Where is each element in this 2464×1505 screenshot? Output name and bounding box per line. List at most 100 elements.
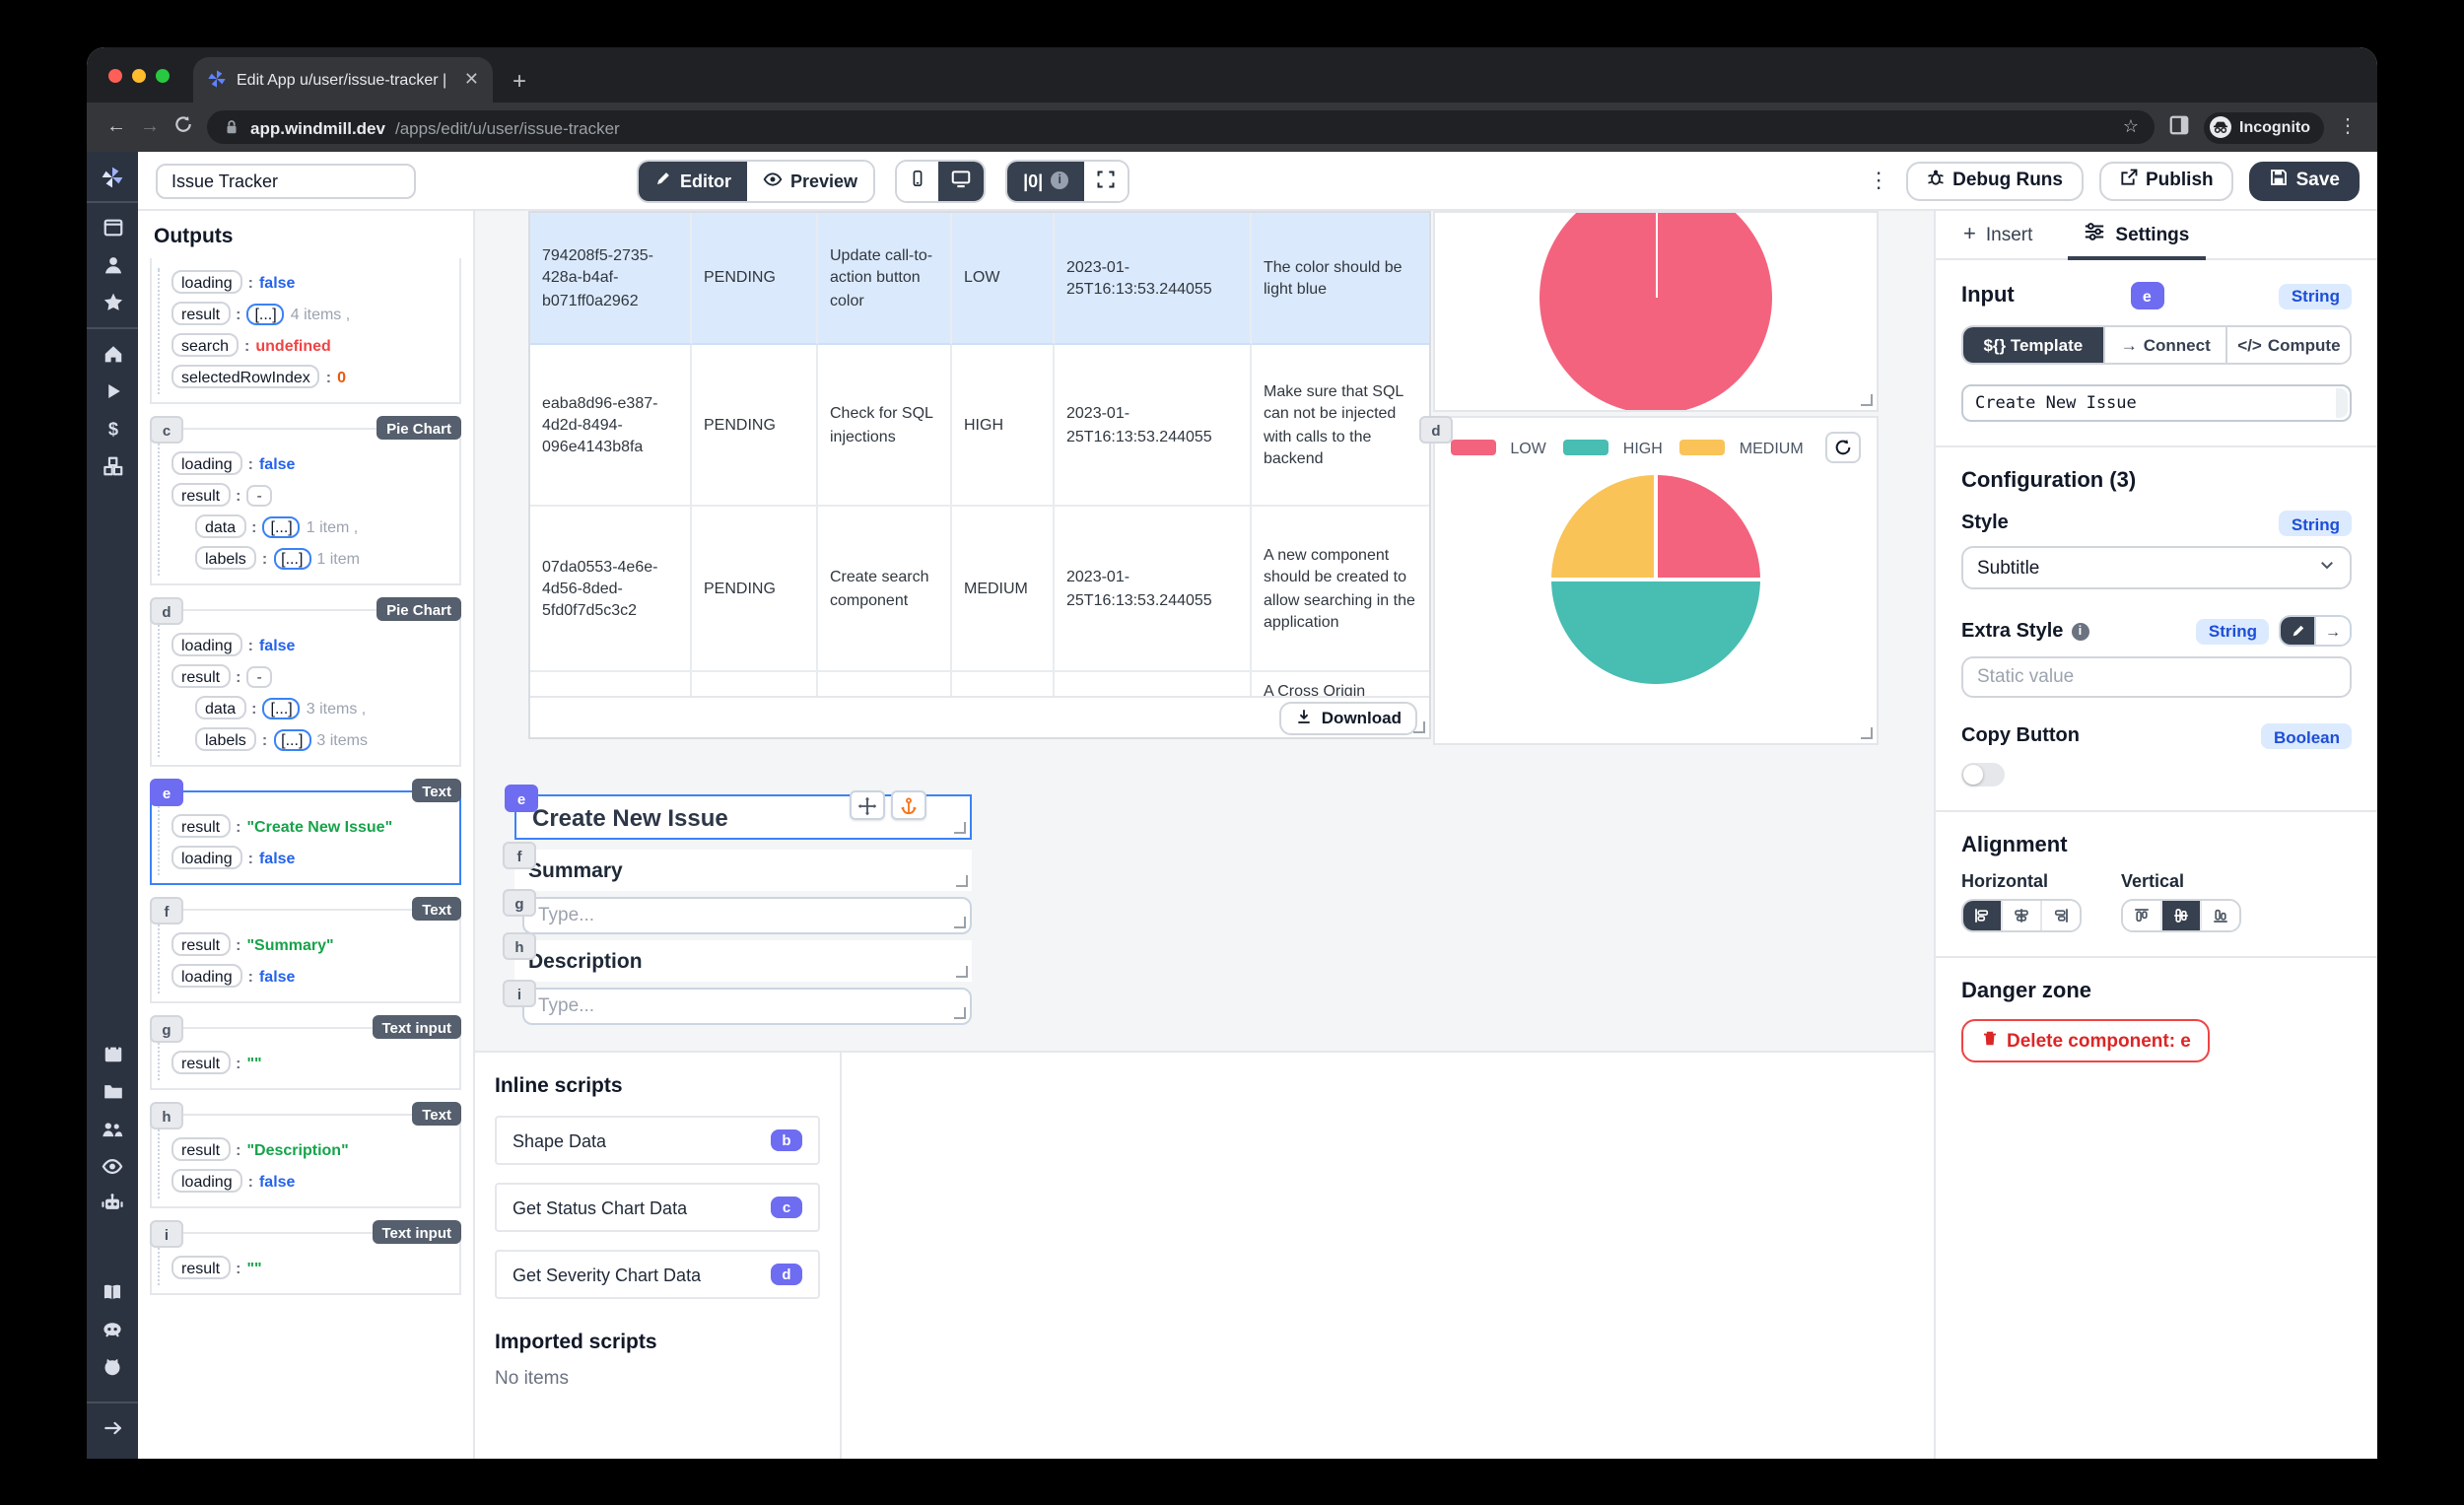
app-name-input[interactable]: Issue Tracker xyxy=(156,163,416,198)
output-key[interactable]: data xyxy=(195,696,246,719)
table-component[interactable]: 794208f5-2735-428a-b4af-b071ff0a2962 PEN… xyxy=(528,211,1431,739)
output-key[interactable]: result xyxy=(171,1137,231,1161)
table-cell[interactable]: PENDING xyxy=(692,213,818,345)
inline-script-item[interactable]: Get Status Chart Data c xyxy=(495,1183,820,1232)
output-key[interactable]: result xyxy=(171,302,231,325)
copy-button-toggle[interactable] xyxy=(1961,763,2005,787)
text-component-h[interactable]: Description xyxy=(514,940,972,982)
table-cell[interactable]: PENDING xyxy=(692,507,818,672)
output-card-d[interactable]: d Pie Chart loading: false result: - data:… xyxy=(150,597,461,767)
fullscreen-button[interactable] xyxy=(1084,161,1129,200)
table-cell[interactable]: 07da0553-4e6e-4d56-8ded-5fd0f7d5c3c2 xyxy=(530,507,692,672)
side-panel-icon[interactable] xyxy=(2168,109,2190,145)
expand-array-pill[interactable]: [...] xyxy=(262,515,301,537)
expand-array-pill[interactable]: [...] xyxy=(262,697,301,718)
inline-script-item[interactable]: Get Severity Chart Data d xyxy=(495,1250,820,1299)
output-key[interactable]: data xyxy=(195,514,246,538)
mode-compute-button[interactable]: </> Compute xyxy=(2225,327,2350,363)
pie-chart-c-component[interactable] xyxy=(1433,211,1879,412)
publish-button[interactable]: Publish xyxy=(2098,161,2233,200)
align-top-button[interactable] xyxy=(2123,901,2160,930)
more-options-icon[interactable]: ⋮ xyxy=(1868,170,1890,193)
minimize-window-button[interactable] xyxy=(132,68,146,82)
download-button[interactable]: Download xyxy=(1279,701,1417,734)
output-card-g[interactable]: g Text input result: "" xyxy=(150,1015,461,1090)
text-input-component-g[interactable]: Type... xyxy=(522,897,972,934)
back-icon[interactable]: ← xyxy=(106,116,126,138)
legend-swatch-high[interactable] xyxy=(1563,440,1609,455)
style-select[interactable]: Subtitle xyxy=(1961,546,2352,589)
sidebar-item-user[interactable] xyxy=(87,246,138,284)
component-id-badge[interactable]: i xyxy=(503,980,536,1007)
sidebar-item-groups[interactable] xyxy=(87,1110,138,1147)
table-cell[interactable]: 794208f5-2735-428a-b4af-b071ff0a2962 xyxy=(530,213,692,345)
collapse-sidebar-icon[interactable] xyxy=(87,1409,138,1447)
sidebar-item-workers[interactable] xyxy=(87,1185,138,1222)
output-value[interactable]: - xyxy=(246,484,272,506)
table-cell[interactable] xyxy=(530,672,692,700)
sidebar-item-docs[interactable] xyxy=(87,1273,138,1311)
component-id-badge[interactable]: g xyxy=(503,889,536,917)
reload-icon[interactable] xyxy=(173,114,193,140)
component-id-badge[interactable]: d xyxy=(150,597,183,625)
app-canvas[interactable]: 794208f5-2735-428a-b4af-b071ff0a2962 PEN… xyxy=(475,211,1934,1459)
table-cell[interactable]: Check for SQL injections xyxy=(818,345,952,507)
info-icon[interactable]: i xyxy=(2071,622,2089,640)
sidebar-item-runs[interactable] xyxy=(87,373,138,410)
sidebar-item-schedules[interactable] xyxy=(87,1035,138,1072)
resize-handle[interactable] xyxy=(954,1007,966,1019)
mobile-view-button[interactable] xyxy=(897,161,939,200)
component-id-badge[interactable]: h xyxy=(503,932,536,960)
editor-tab[interactable]: Editor xyxy=(639,161,747,200)
align-left-button[interactable] xyxy=(1963,901,2001,930)
windmill-logo-icon[interactable] xyxy=(87,158,138,195)
sidebar-item-favorites[interactable] xyxy=(87,284,138,321)
legend-label[interactable]: HIGH xyxy=(1622,439,1663,456)
component-id-badge[interactable]: e xyxy=(505,785,538,812)
desktop-view-button[interactable] xyxy=(938,161,985,200)
component-id-badge[interactable]: f xyxy=(503,842,536,869)
component-id-badge[interactable]: h xyxy=(150,1102,183,1129)
resize-handle[interactable] xyxy=(1861,727,1873,739)
tab-settings[interactable]: Settings xyxy=(2068,211,2207,260)
edit-static-button[interactable] xyxy=(2281,617,2314,645)
forward-icon[interactable]: → xyxy=(140,116,160,138)
output-key[interactable]: loading xyxy=(171,964,242,988)
table-cell[interactable]: A Cross Origin xyxy=(1252,672,1429,700)
table-cell[interactable]: A new component should be created to all… xyxy=(1252,507,1429,672)
table-cell[interactable] xyxy=(818,672,952,700)
expand-array-pill[interactable]: [...] xyxy=(273,728,311,750)
table-cell[interactable]: PENDING xyxy=(692,345,818,507)
static-value-input[interactable]: Static value xyxy=(1961,656,2352,698)
component-id-badge[interactable]: f xyxy=(150,897,183,924)
browser-menu-icon[interactable]: ⋮ xyxy=(2338,116,2358,138)
table-cell[interactable] xyxy=(692,672,818,700)
align-right-button[interactable] xyxy=(2040,901,2080,930)
zoom-window-button[interactable] xyxy=(156,68,170,82)
table-cell[interactable]: Create search component xyxy=(818,507,952,672)
table-cell[interactable]: Make sure that SQL can not be injected w… xyxy=(1252,345,1429,507)
output-card-c[interactable]: c Pie Chart loading: false result: - data:… xyxy=(150,416,461,585)
output-key[interactable]: result xyxy=(171,483,231,507)
inline-script-item[interactable]: Shape Data b xyxy=(495,1116,820,1165)
delete-component-button[interactable]: Delete component: e xyxy=(1961,1019,2211,1062)
align-bottom-button[interactable] xyxy=(2200,901,2239,930)
resize-handle[interactable] xyxy=(956,966,968,978)
expand-array-pill[interactable]: [...] xyxy=(246,303,285,324)
resize-handle[interactable] xyxy=(954,917,966,928)
window-controls[interactable] xyxy=(87,47,193,103)
resize-handle[interactable] xyxy=(954,822,966,834)
table-cell[interactable] xyxy=(1055,672,1252,700)
text-component-f[interactable]: Summary xyxy=(514,850,972,891)
discord-icon[interactable] xyxy=(87,1311,138,1348)
legend-swatch-low[interactable] xyxy=(1451,440,1497,455)
output-key[interactable]: result xyxy=(171,814,231,838)
outputs-list[interactable]: loading: false result: [...] 4 items , sear… xyxy=(138,258,473,1459)
resize-handle[interactable] xyxy=(956,875,968,887)
sidebar-item-apps[interactable] xyxy=(87,209,138,246)
new-tab-button[interactable]: + xyxy=(513,67,527,95)
legend-label[interactable]: MEDIUM xyxy=(1739,439,1804,456)
table-cell[interactable]: HIGH xyxy=(952,345,1055,507)
output-key[interactable]: result xyxy=(171,1051,231,1074)
component-id-badge[interactable]: e xyxy=(150,779,183,806)
